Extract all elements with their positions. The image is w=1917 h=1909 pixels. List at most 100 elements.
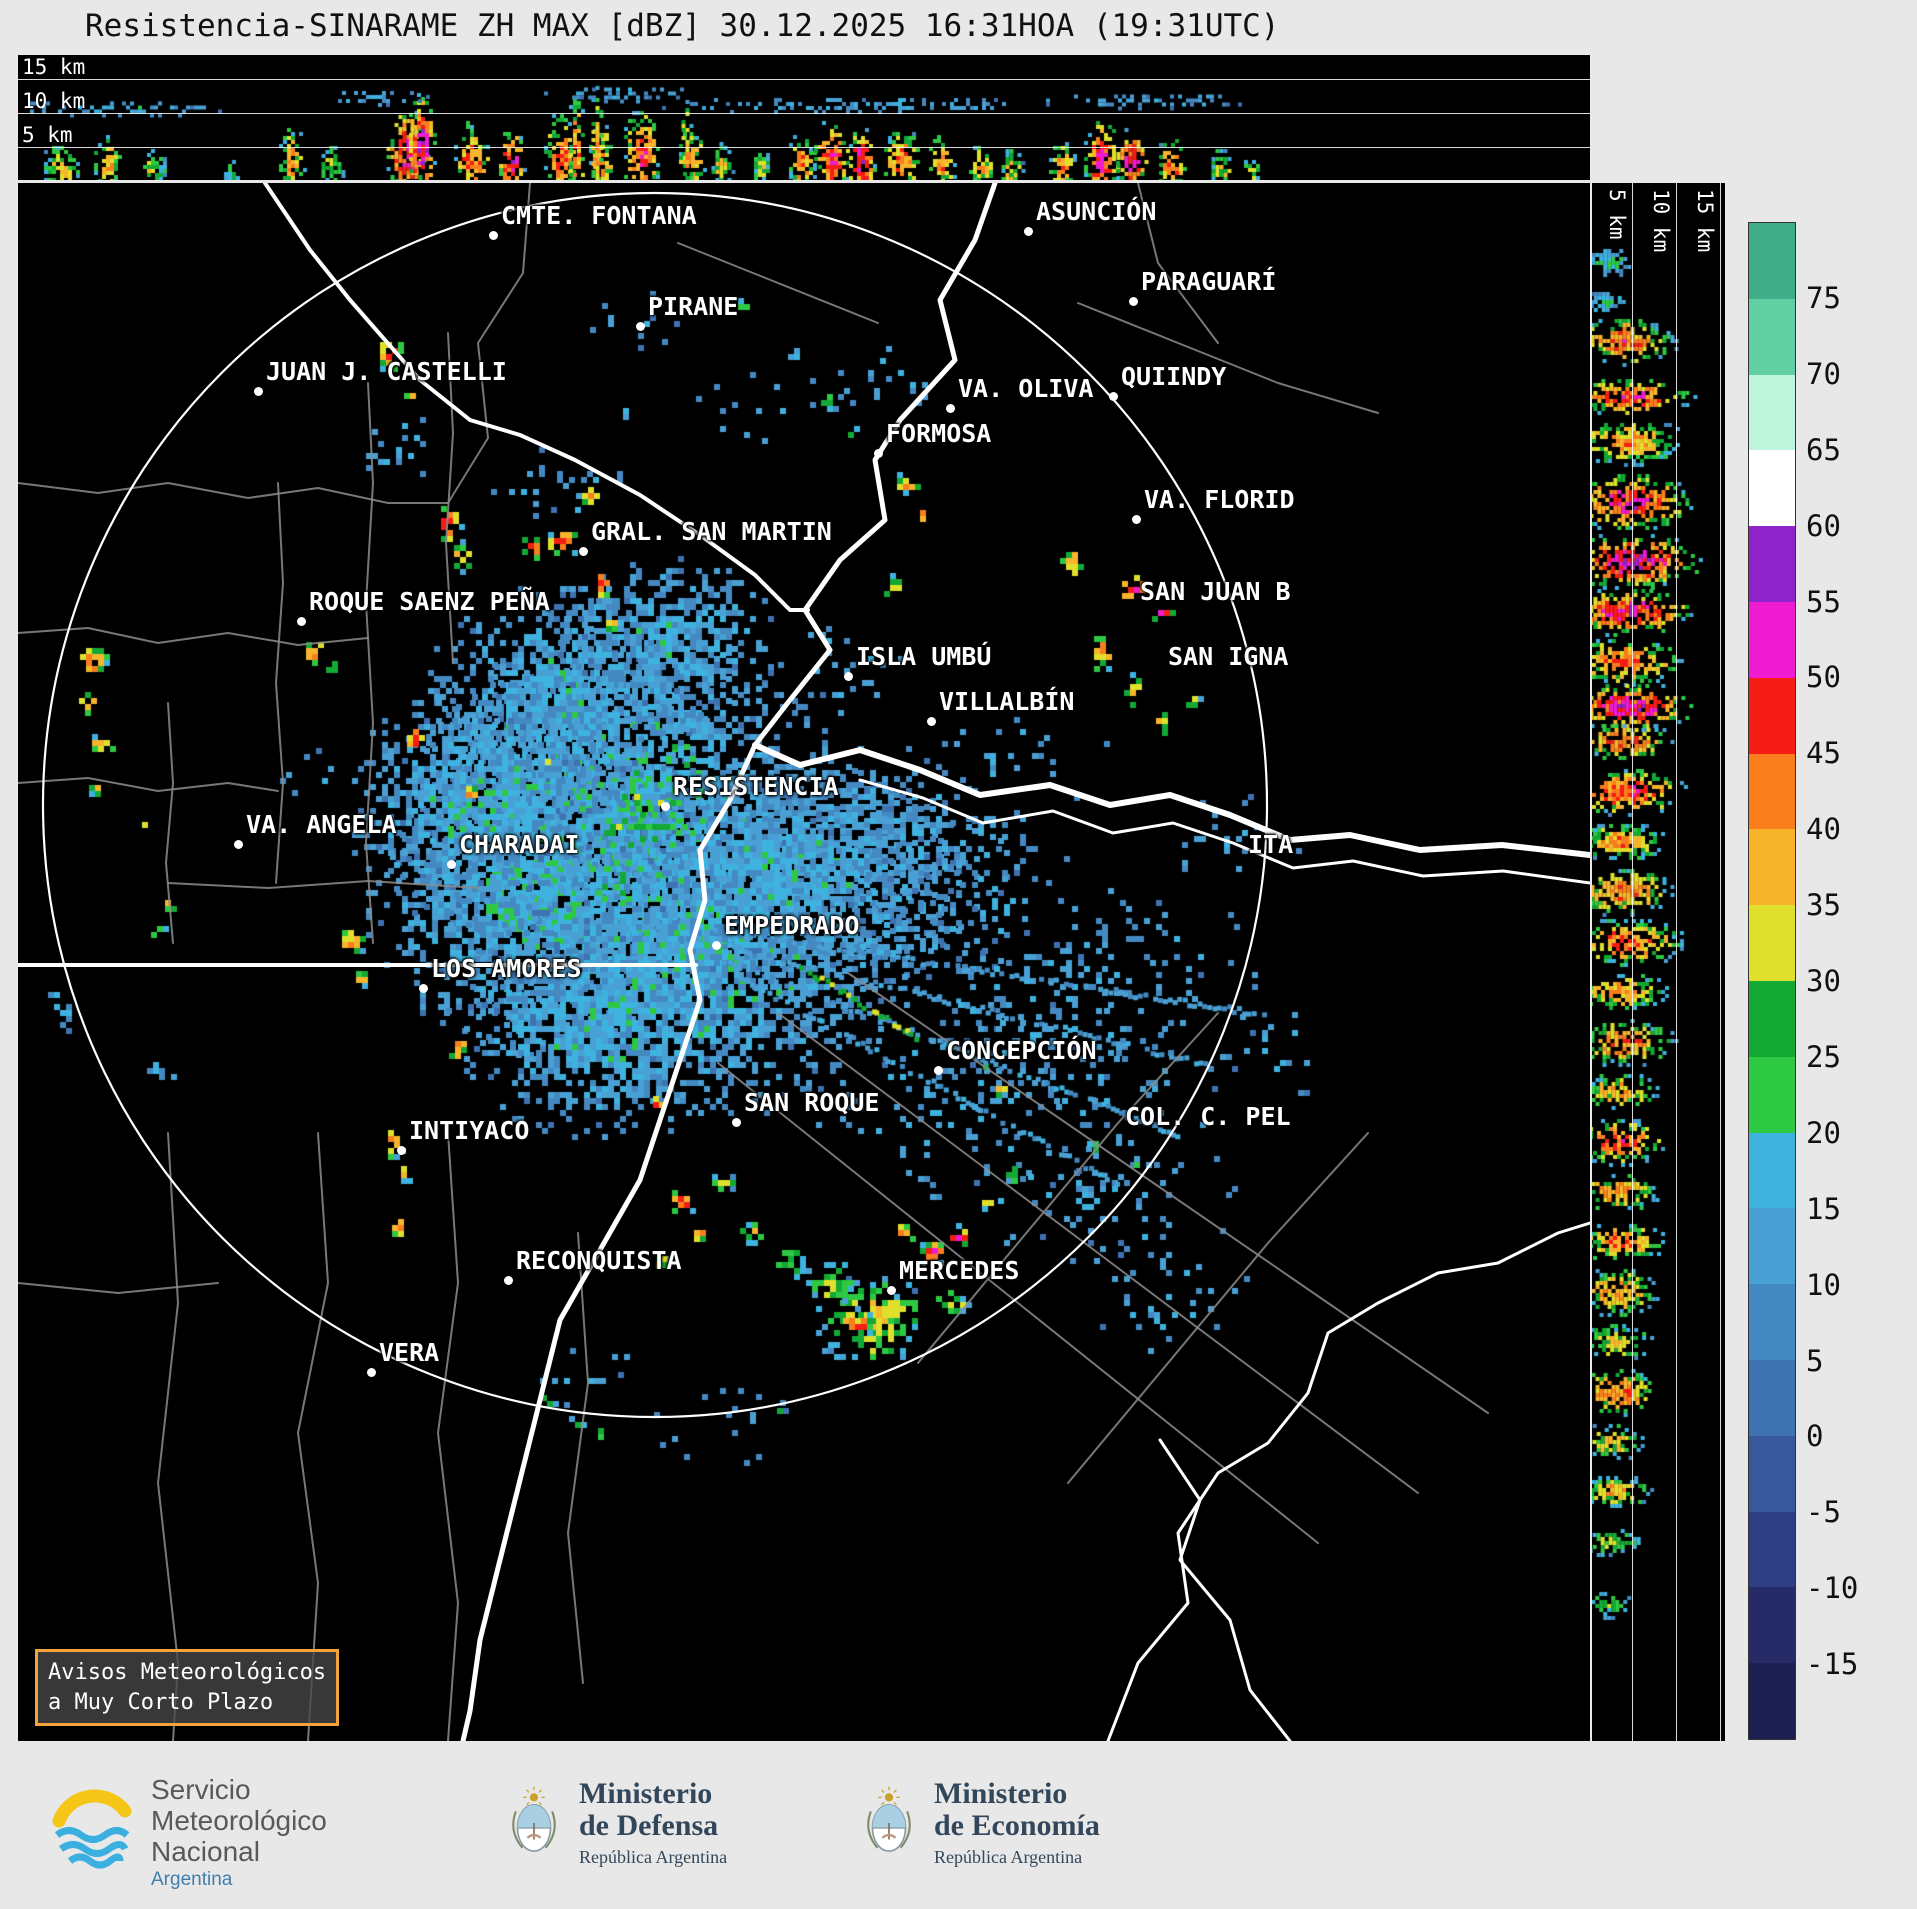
river-line: [1158, 1438, 1292, 1741]
city-label: MERCEDES: [899, 1256, 1020, 1285]
colorbar-tick-label: 0: [1806, 1419, 1824, 1454]
city-label: SAN JUAN B: [1140, 577, 1291, 606]
city-label: CONCEPCIÓN: [946, 1036, 1097, 1065]
ministry-defensa-block: Ministerio de Defensa República Argentin…: [505, 1777, 728, 1868]
smn-logo-block: Servicio Meteorológico Nacional Argentin…: [45, 1774, 327, 1891]
colorbar-tick-label: 45: [1806, 736, 1841, 771]
colorbar-tick-label: 70: [1806, 356, 1841, 391]
city-label: VILLALBÍN: [939, 687, 1075, 716]
alert-line-1: Avisos Meteorológicos: [48, 1660, 327, 1685]
colorbar-tick-label: 5: [1806, 1343, 1824, 1378]
colorbar-tick-label: 75: [1806, 280, 1841, 315]
admin-boundary-line: [677, 242, 879, 324]
city-dot: [1129, 297, 1138, 306]
colorbar-segment: [1749, 677, 1795, 754]
colorbar-segment: [1749, 829, 1795, 906]
height-axis-label: 5 km: [1605, 189, 1629, 240]
height-gridline: [18, 79, 1590, 80]
admin-boundary-line: [365, 382, 374, 944]
range-ring: [41, 191, 1269, 1419]
smn-name-line3: Nacional: [151, 1835, 260, 1867]
city-dot: [712, 941, 721, 950]
defensa-name-line2: de Defensa: [579, 1809, 719, 1843]
colorbar-tick-label: 65: [1806, 432, 1841, 467]
city-label: JUAN J. CASTELLI: [266, 357, 507, 386]
colorbar-tick-label: 30: [1806, 964, 1841, 998]
colorbar-tick-label: -15: [1806, 1647, 1859, 1682]
economia-name-line1: Ministerio: [934, 1777, 1068, 1810]
side-cross-section-panel: 5 km 10 km 15 km: [1592, 183, 1725, 1741]
admin-boundary-line: [18, 1282, 219, 1294]
radar-echo-canvas: [18, 183, 1590, 1741]
smn-name-line1: Servicio: [151, 1774, 251, 1805]
city-dot: [1109, 392, 1118, 401]
colorbar-segment: [1749, 1056, 1795, 1133]
height-gridline: [1632, 183, 1633, 1741]
city-label: VA. ANGELA: [246, 810, 397, 839]
colorbar-tick-label: 10: [1806, 1267, 1841, 1302]
admin-boundary-line: [165, 702, 174, 944]
city-dot: [489, 231, 498, 240]
city-label: COL. C. PEL: [1125, 1102, 1291, 1131]
colorbar-segment: [1749, 374, 1795, 451]
colorbar-tick-label: -10: [1806, 1571, 1859, 1606]
city-label: RECONQUISTA: [516, 1246, 682, 1275]
city-label: GRAL. SAN MARTIN: [591, 517, 832, 546]
reflectivity-colorbar: [1748, 222, 1796, 1740]
city-dot: [397, 1146, 406, 1155]
colorbar-segment: [1749, 526, 1795, 602]
city-dot: [946, 404, 955, 413]
smn-name-line2: Meteorológico: [151, 1804, 327, 1836]
colorbar-segment: [1749, 980, 1795, 1057]
ministry-economia-block: Ministerio de Economía República Argenti…: [860, 1777, 1100, 1868]
city-dot: [1024, 227, 1033, 236]
city-label: FORMOSA: [886, 419, 992, 448]
admin-boundary-line: [847, 972, 1489, 1414]
admin-boundary-line: [1067, 1132, 1369, 1484]
colorbar-tick-label: 55: [1806, 584, 1841, 619]
colorbar-segment: [1749, 1663, 1795, 1739]
defensa-name-line1: Ministerio: [579, 1777, 713, 1810]
colorbar-segment: [1749, 1359, 1795, 1436]
admin-boundary-line: [717, 1062, 1319, 1544]
city-label: EMPEDRADO: [724, 911, 860, 940]
city-label: VA. OLIVA: [958, 374, 1094, 403]
city-dot: [447, 860, 456, 869]
economia-subtitle: República Argentina: [934, 1846, 1083, 1867]
admin-boundary-line: [275, 482, 284, 884]
city-dot: [636, 322, 645, 331]
admin-boundary-line: [1137, 183, 1219, 344]
city-dot: [844, 672, 853, 681]
city-dot: [732, 1118, 741, 1127]
city-label: CMTE. FONTANA: [501, 201, 697, 230]
city-dot: [254, 387, 263, 396]
admin-boundary-line: [18, 482, 449, 504]
colorbar-tick-label: 35: [1806, 888, 1841, 923]
defensa-subtitle: República Argentina: [579, 1846, 728, 1867]
city-label: ITA: [1248, 830, 1294, 859]
smn-logo-icon: [52, 1789, 132, 1869]
city-dot: [419, 984, 428, 993]
economia-name-line2: de Economía: [934, 1809, 1100, 1843]
height-gridline: [1676, 183, 1677, 1741]
colorbar-segment: [1749, 753, 1795, 830]
admin-boundary-line: [447, 183, 531, 504]
colorbar-segment: [1749, 450, 1795, 527]
city-label: ROQUE SAENZ PEÑA: [309, 587, 550, 616]
admin-boundary-line: [437, 1132, 459, 1741]
height-axis-label: 10 km: [1649, 189, 1673, 253]
colorbar-tick-label: 60: [1806, 508, 1841, 543]
admin-boundary-line: [1077, 302, 1379, 414]
colorbar-segment: [1749, 1208, 1795, 1285]
city-label: RESISTENCIA: [673, 772, 839, 801]
city-label: ISLA UMBÚ: [856, 642, 992, 671]
admin-boundary-line: [167, 880, 479, 889]
admin-boundary-line: [777, 1012, 1419, 1494]
height-gridline: [18, 147, 1590, 148]
city-label: SAN ROQUE: [744, 1088, 880, 1117]
admin-boundary-line: [18, 627, 369, 646]
colorbar-segment: [1749, 905, 1795, 981]
colorbar-segment: [1749, 223, 1795, 299]
river-line: [460, 742, 758, 1741]
